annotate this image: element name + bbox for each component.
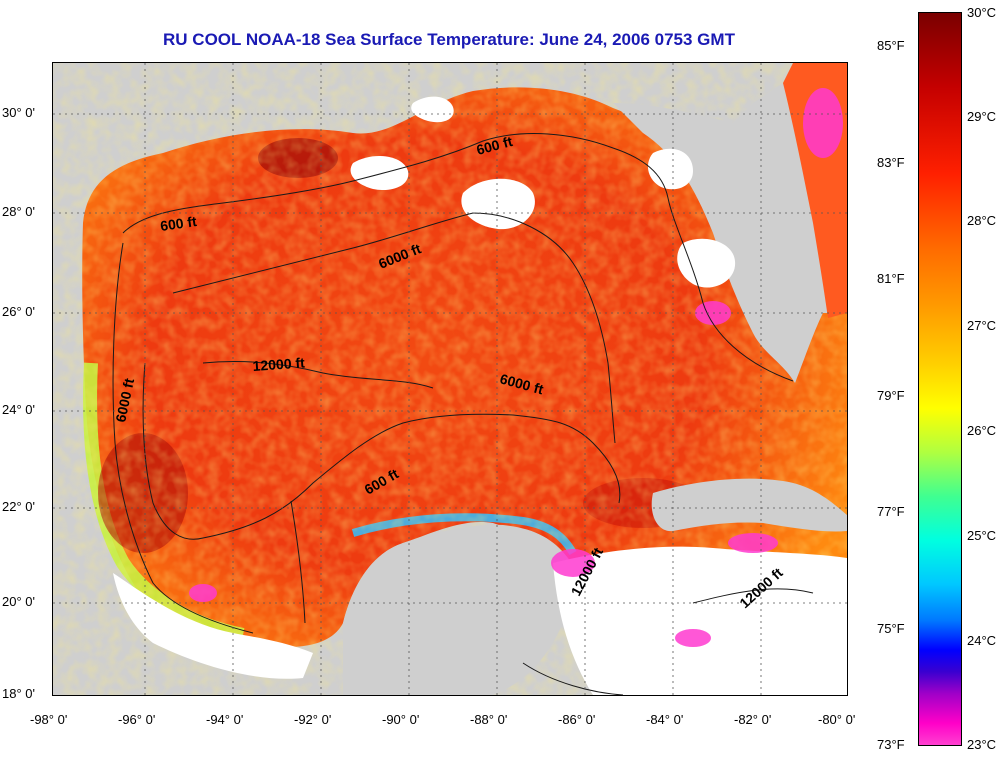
- cb-f-83: 83°F: [877, 155, 905, 170]
- lon-label-88: -88° 0': [470, 712, 508, 727]
- florida-land: [613, 63, 847, 383]
- graticule: [53, 63, 847, 695]
- contour-label-600-west: 600 ft: [159, 213, 198, 234]
- cuba-land: [651, 478, 847, 532]
- lon-label-90: -90° 0': [382, 712, 420, 727]
- cb-c-30: 30°C: [967, 5, 997, 20]
- lon-label-96: -96° 0': [118, 712, 156, 727]
- lon-label-94: -94° 0': [206, 712, 244, 727]
- cb-c-25: 25°C: [967, 528, 997, 543]
- cb-f-73: 73°F: [877, 737, 905, 752]
- lon-label-86: -86° 0': [558, 712, 596, 727]
- lat-label-20: 20° 0': [2, 594, 35, 609]
- lon-label-84: -84° 0': [646, 712, 684, 727]
- lon-label-98: -98° 0': [30, 712, 68, 727]
- cb-f-79: 79°F: [877, 388, 905, 403]
- cb-c-29: 29°C: [967, 109, 997, 124]
- yucatan-land: [343, 524, 574, 695]
- cb-f-81: 81°F: [877, 271, 905, 286]
- bathymetry-contours: [112, 133, 814, 695]
- cb-f-77: 77°F: [877, 504, 905, 519]
- cloud-patches: [113, 96, 847, 695]
- lat-label-30: 30° 0': [2, 105, 35, 120]
- sst-map-canvas: 600 ft 600 ft 600 ft 6000 ft 6000 ft 600…: [53, 63, 847, 695]
- sst-map: 600 ft 600 ft 600 ft 6000 ft 6000 ft 600…: [52, 62, 848, 696]
- cb-c-27: 27°C: [967, 318, 997, 333]
- lat-label-26: 26° 0': [2, 304, 35, 319]
- cb-c-28: 28°C: [967, 213, 997, 228]
- cb-c-26: 26°C: [967, 423, 997, 438]
- cb-c-23: 23°C: [967, 737, 997, 752]
- lon-label-92: -92° 0': [294, 712, 332, 727]
- lat-label-28: 28° 0': [2, 204, 35, 219]
- map-title: RU COOL NOAA-18 Sea Surface Temperature:…: [163, 30, 735, 49]
- cb-f-85: 85°F: [877, 38, 905, 53]
- contour-label-12000-center: 12000 ft: [252, 354, 305, 374]
- lat-label-18: 18° 0': [2, 686, 35, 701]
- lon-label-82: -82° 0': [734, 712, 772, 727]
- lon-label-80: -80° 0': [818, 712, 856, 727]
- sst-colorbar: [918, 12, 962, 746]
- lat-label-24: 24° 0': [2, 402, 35, 417]
- cb-f-75: 75°F: [877, 621, 905, 636]
- cb-c-24: 24°C: [967, 633, 997, 648]
- lat-label-22: 22° 0': [2, 499, 35, 514]
